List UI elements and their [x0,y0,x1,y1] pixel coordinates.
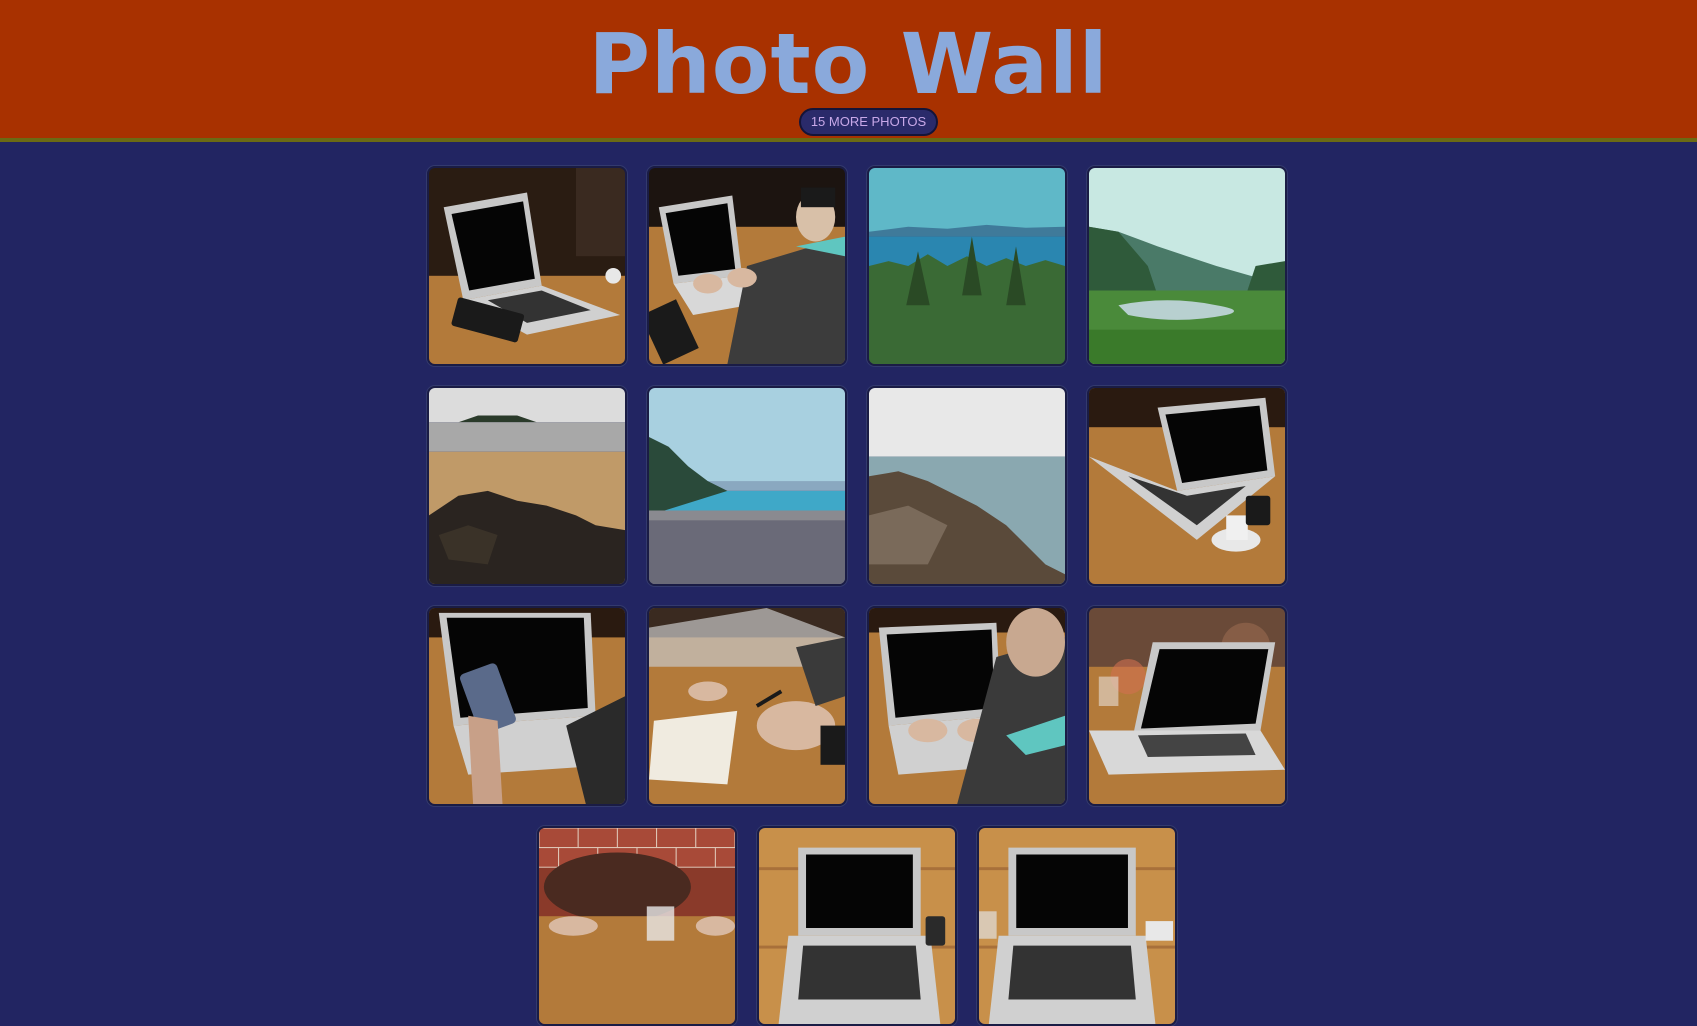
photo-tile[interactable] [867,606,1067,806]
photo-tile[interactable] [647,166,847,366]
photo-tile[interactable] [1087,606,1287,806]
more-photos-button[interactable]: 15 MORE PHOTOS [799,108,938,136]
photo-tile[interactable] [427,386,627,586]
laptop-photo-image [649,168,845,364]
rocky-shore-photo-image [869,388,1065,584]
typing-photo-image [869,608,1065,804]
leather-bag-photo-image [539,828,735,1024]
phone-photo-image [429,608,625,804]
pebble-beach-photo-image [649,388,845,584]
photo-tile[interactable] [757,826,957,1026]
photo-tile[interactable] [977,826,1177,1026]
photo-tile[interactable] [427,166,627,366]
laptop-glass-photo-image [979,828,1175,1024]
photo-tile[interactable] [647,386,847,586]
photo-tile[interactable] [867,386,1067,586]
photo-tile[interactable] [1087,166,1287,366]
photo-gallery [0,146,1697,1026]
page-title: Photo Wall [588,15,1109,113]
photo-tile[interactable] [427,606,627,806]
photo-tile[interactable] [1087,386,1287,586]
header-bar: Photo Wall 15 MORE PHOTOS [0,0,1697,142]
valley-photo-image [1089,168,1285,364]
laptop-photo-image [429,168,625,364]
laptop-cafe-photo-image [1089,608,1285,804]
photo-tile[interactable] [537,826,737,1026]
laptop-coffee-photo-image [1089,388,1285,584]
notebook-photo-image [649,608,845,804]
forest-photo-image [869,168,1065,364]
photo-tile[interactable] [647,606,847,806]
photo-tile[interactable] [867,166,1067,366]
beach-rocks-photo-image [429,388,625,584]
laptop-wood-photo-image [759,828,955,1024]
